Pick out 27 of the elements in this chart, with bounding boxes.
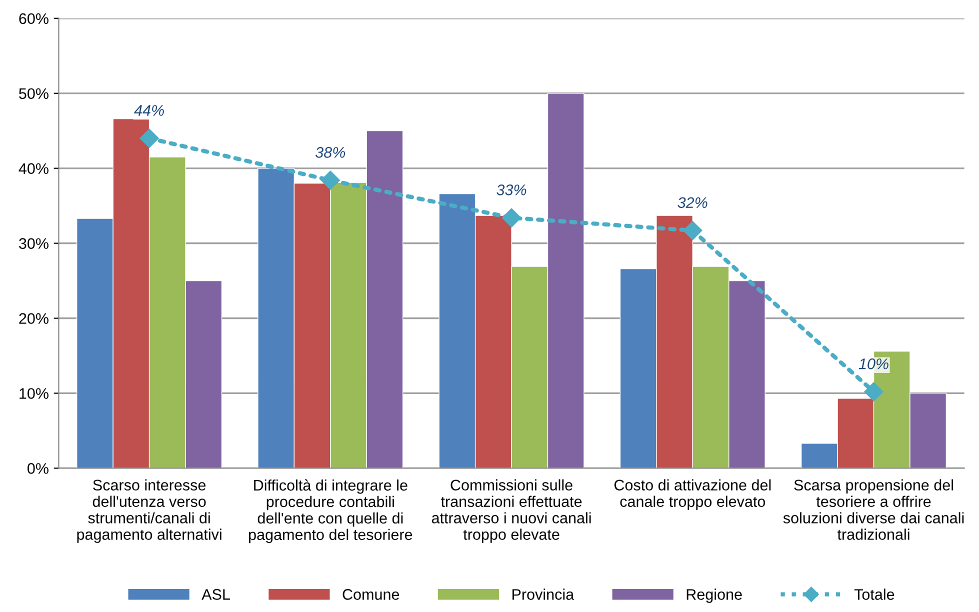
- point: [320, 170, 340, 190]
- point: [502, 208, 522, 228]
- x-tick-label: Commissioni sulle transazioni effettuate attraverso i nuovi canali troppo elevate: [432, 479, 591, 543]
- point: [864, 382, 884, 402]
- data-label: 10%: [858, 358, 888, 370]
- legend-label: Totale: [854, 588, 894, 600]
- legend-label: Provincia: [512, 588, 574, 600]
- y-tick-label: 0%: [28, 463, 48, 474]
- y-tick-label: 10%: [20, 388, 48, 399]
- x-tick-label: Scarsa propensione del tesoriere a offrire soluzioni diverse dai canali tradizionali: [783, 479, 964, 540]
- point: [683, 220, 702, 240]
- x-tick-label: Costo di attivazione del canale troppo elevato: [614, 479, 771, 510]
- y-tick-label: 30%: [19, 238, 48, 249]
- legend-label: Comune: [342, 589, 400, 600]
- y-tick-label: 60%: [19, 13, 48, 24]
- x-tick-label: Scarso interesse dell'utenza verso strumenti/canali di pagamento alternativi: [77, 479, 222, 543]
- data-label: 38%: [315, 147, 346, 158]
- y-tick-label: 20%: [19, 313, 48, 324]
- legend-label: ASL: [202, 589, 230, 600]
- legend-label: Regione: [686, 588, 742, 603]
- y-tick-label: 40%: [18, 163, 48, 174]
- y-tick-label: 50%: [19, 88, 48, 100]
- x-tick-label: Difficoltà di integrare le procedure contabili dell'ente con quelle di pagamento del tesoriere: [249, 479, 412, 544]
- point: [140, 128, 159, 148]
- data-label: 44%: [134, 105, 164, 116]
- data-label: 33%: [496, 184, 526, 196]
- data-label: 32%: [678, 197, 708, 208]
